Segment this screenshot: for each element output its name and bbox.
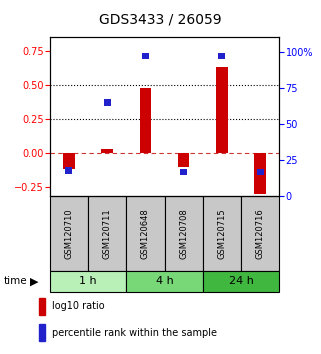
Bar xyxy=(63,153,74,169)
Bar xyxy=(65,167,72,173)
Bar xyxy=(104,99,110,105)
Text: GSM120648: GSM120648 xyxy=(141,208,150,259)
Text: GSM120710: GSM120710 xyxy=(65,208,74,259)
Bar xyxy=(39,324,46,341)
Text: percentile rank within the sample: percentile rank within the sample xyxy=(52,328,217,338)
Bar xyxy=(88,196,126,271)
Bar xyxy=(178,153,189,166)
Bar xyxy=(140,87,151,153)
Bar xyxy=(219,53,225,59)
Bar xyxy=(39,297,46,315)
Bar xyxy=(257,169,264,175)
Text: 1 h: 1 h xyxy=(79,276,97,286)
Bar xyxy=(216,67,228,153)
Bar xyxy=(164,196,203,271)
Text: ▶: ▶ xyxy=(30,276,38,286)
Bar xyxy=(241,196,279,271)
Bar xyxy=(101,149,113,153)
Bar xyxy=(203,196,241,271)
Bar xyxy=(50,196,88,271)
Text: GSM120716: GSM120716 xyxy=(256,208,265,259)
Bar xyxy=(255,153,266,194)
Text: GSM120711: GSM120711 xyxy=(103,208,112,259)
Text: GDS3433 / 26059: GDS3433 / 26059 xyxy=(99,12,222,27)
Bar xyxy=(126,196,164,271)
Text: 4 h: 4 h xyxy=(156,276,173,286)
Text: 24 h: 24 h xyxy=(229,276,254,286)
Bar xyxy=(203,271,279,292)
Bar xyxy=(50,271,126,292)
Text: time: time xyxy=(3,276,27,286)
Bar xyxy=(126,271,203,292)
Text: GSM120708: GSM120708 xyxy=(179,208,188,259)
Text: log10 ratio: log10 ratio xyxy=(52,301,105,311)
Bar xyxy=(142,53,149,59)
Bar xyxy=(180,169,187,175)
Text: GSM120715: GSM120715 xyxy=(217,208,226,259)
